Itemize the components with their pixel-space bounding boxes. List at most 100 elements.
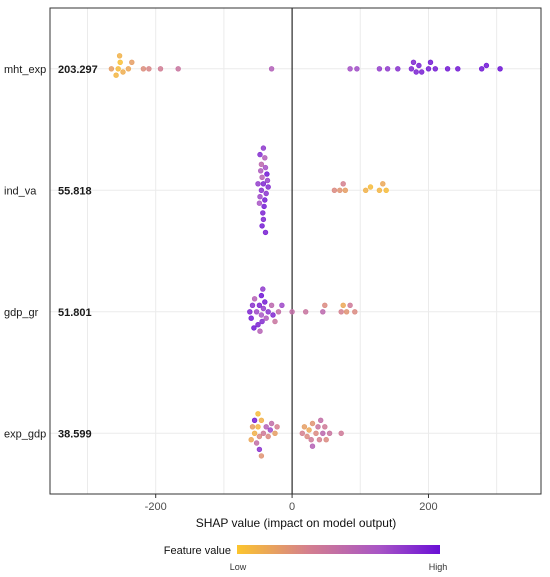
data-point xyxy=(309,443,316,449)
data-point xyxy=(251,430,258,436)
data-point xyxy=(322,302,328,308)
data-point xyxy=(410,59,417,65)
data-point xyxy=(340,302,346,308)
data-point xyxy=(262,229,269,236)
data-point xyxy=(432,66,438,72)
data-point xyxy=(257,328,263,334)
data-point xyxy=(338,430,344,436)
legend-high-label: High xyxy=(429,562,448,572)
data-point xyxy=(263,190,269,197)
data-point xyxy=(326,430,333,436)
data-point xyxy=(347,66,353,72)
data-point xyxy=(257,194,263,200)
data-point xyxy=(120,69,126,75)
data-point xyxy=(258,187,265,194)
data-point xyxy=(323,437,329,443)
data-point xyxy=(253,440,260,446)
data-point xyxy=(249,302,256,308)
data-point xyxy=(376,187,383,194)
data-point xyxy=(260,210,266,216)
data-point xyxy=(367,184,374,190)
data-point xyxy=(444,66,451,72)
data-point xyxy=(255,424,261,430)
data-point xyxy=(261,203,267,210)
data-points xyxy=(108,53,503,459)
data-point xyxy=(259,318,265,325)
data-point xyxy=(383,187,389,194)
data-point xyxy=(256,200,263,206)
data-point xyxy=(279,302,285,308)
data-point xyxy=(255,322,261,328)
data-point xyxy=(255,411,261,417)
data-point xyxy=(248,315,254,321)
data-point xyxy=(157,66,164,72)
data-point xyxy=(309,420,316,427)
feature-importance-label: 51.801 xyxy=(58,307,92,319)
data-point xyxy=(313,430,319,436)
data-point xyxy=(267,427,273,433)
feature-name-label: exp_gdp xyxy=(4,428,46,440)
legend-low-label: Low xyxy=(230,562,247,572)
feature-importance-label: 203.297 xyxy=(58,64,98,76)
data-point xyxy=(343,309,350,315)
data-point xyxy=(260,216,267,223)
feature-name-label: ind_va xyxy=(4,185,37,197)
data-point xyxy=(251,417,258,423)
data-point xyxy=(483,62,490,69)
data-point xyxy=(427,59,434,65)
data-point xyxy=(175,66,181,72)
data-point xyxy=(331,187,338,194)
data-point xyxy=(265,184,271,190)
data-point xyxy=(256,446,263,453)
data-point xyxy=(255,181,261,187)
data-point xyxy=(258,161,265,168)
legend: Feature value Low High xyxy=(164,545,448,572)
data-point xyxy=(354,66,360,72)
data-point xyxy=(258,312,265,318)
data-point xyxy=(262,197,268,203)
legend-colorbar xyxy=(237,545,440,554)
data-point xyxy=(304,433,310,440)
data-point xyxy=(247,309,253,315)
data-point xyxy=(337,187,343,194)
data-point xyxy=(318,417,324,423)
data-point xyxy=(260,145,267,151)
data-point xyxy=(301,424,308,430)
data-point xyxy=(117,59,123,65)
data-point xyxy=(272,430,278,436)
data-point xyxy=(363,187,369,194)
data-point xyxy=(262,299,268,305)
data-point xyxy=(259,174,265,181)
data-point xyxy=(322,424,328,430)
horizontal-gridlines xyxy=(50,68,541,434)
data-point xyxy=(264,171,270,177)
data-point xyxy=(253,309,260,315)
data-point xyxy=(497,66,503,72)
data-point xyxy=(258,417,265,423)
feature-name-label: gdp_gr xyxy=(4,307,39,319)
data-point xyxy=(320,430,326,436)
data-point xyxy=(259,223,265,229)
data-point xyxy=(342,187,348,194)
data-point xyxy=(395,66,401,72)
data-point xyxy=(248,437,254,443)
data-point xyxy=(384,66,391,72)
data-point xyxy=(272,318,278,325)
data-point xyxy=(264,177,271,184)
data-point xyxy=(268,302,275,308)
data-point xyxy=(256,302,263,308)
data-point xyxy=(479,66,485,72)
data-point xyxy=(251,296,258,302)
plot-frame xyxy=(49,7,542,495)
data-point xyxy=(258,292,265,299)
data-point xyxy=(113,72,119,78)
data-point xyxy=(265,309,271,315)
x-axis-ticks: -200 0 200 xyxy=(145,494,438,513)
feature-points-mht_exp xyxy=(108,53,503,78)
feature-importance-label: 55.818 xyxy=(58,185,92,197)
data-point xyxy=(268,420,275,427)
data-point xyxy=(258,453,265,459)
data-point xyxy=(260,181,267,187)
data-point xyxy=(299,430,305,436)
